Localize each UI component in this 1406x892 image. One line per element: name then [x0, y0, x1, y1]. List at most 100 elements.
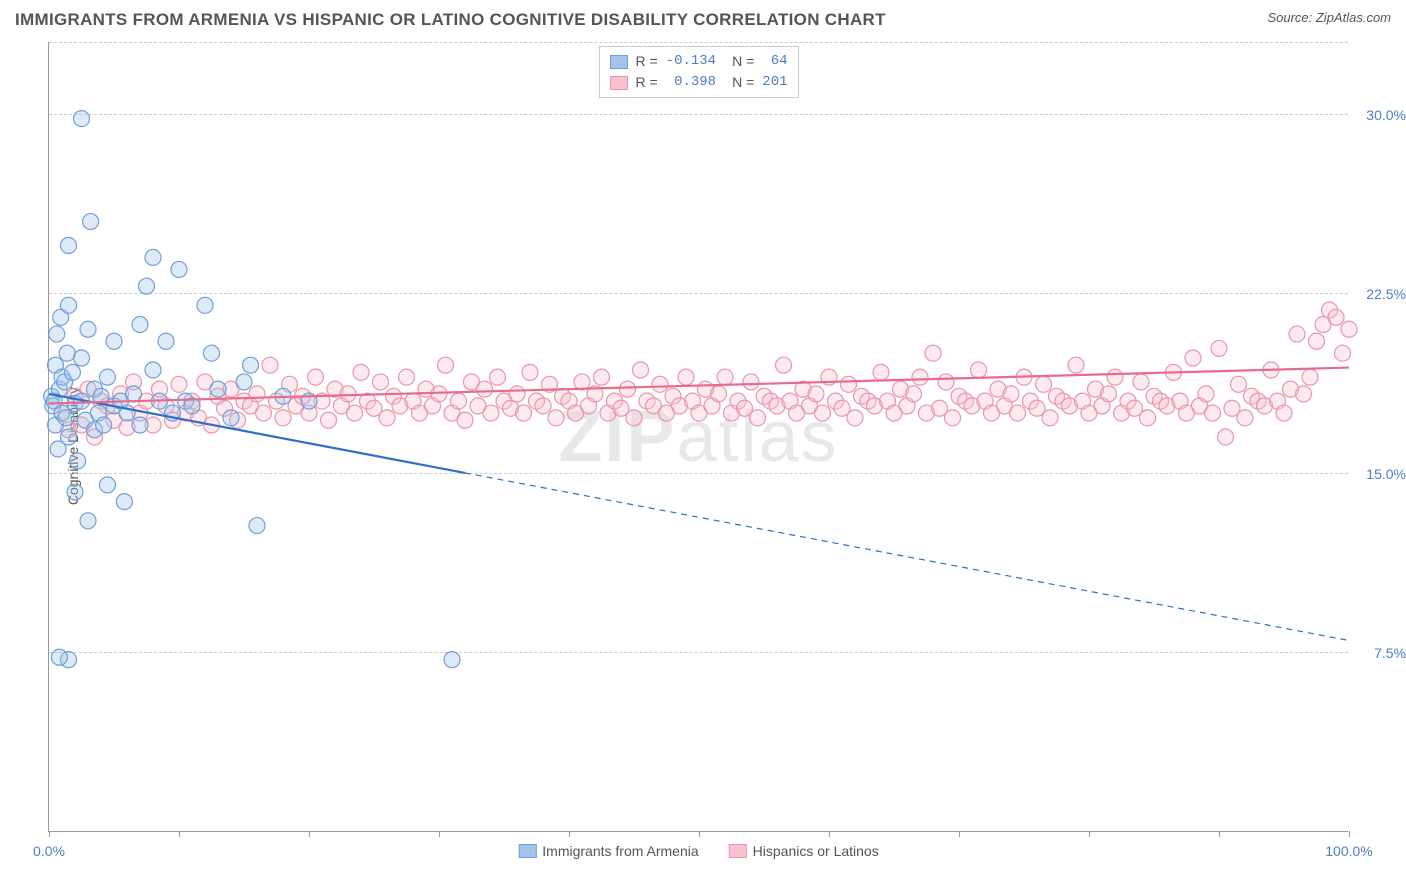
data-point: [841, 376, 857, 392]
data-point: [847, 410, 863, 426]
chart-header: IMMIGRANTS FROM ARMENIA VS HISPANIC OR L…: [0, 0, 1406, 38]
data-point: [379, 410, 395, 426]
data-point: [457, 412, 473, 428]
data-point: [132, 316, 148, 332]
legend-swatch-hispanic: [609, 76, 627, 90]
data-point: [1296, 386, 1312, 402]
x-tick-label: 0.0%: [33, 843, 65, 859]
data-point: [626, 410, 642, 426]
data-point: [80, 321, 96, 337]
data-point: [1289, 326, 1305, 342]
data-point: [1107, 369, 1123, 385]
data-point: [678, 369, 694, 385]
x-tick: [959, 831, 960, 837]
regression-line-extrapolated: [465, 473, 1349, 641]
data-point: [262, 357, 278, 373]
legend-row-armenia: R = -0.134 N = 64: [609, 51, 787, 72]
data-point: [1140, 410, 1156, 426]
data-point: [399, 369, 415, 385]
data-point: [126, 386, 142, 402]
data-point: [483, 405, 499, 421]
data-point: [945, 410, 961, 426]
data-point: [80, 513, 96, 529]
data-point: [347, 405, 363, 421]
data-point: [59, 345, 75, 361]
y-tick-label: 15.0%: [1366, 466, 1406, 482]
data-point: [1133, 374, 1149, 390]
data-point: [743, 374, 759, 390]
legend-r-label: R =: [635, 72, 657, 93]
data-point: [1003, 386, 1019, 402]
data-point: [308, 369, 324, 385]
y-tick-label: 7.5%: [1374, 645, 1406, 661]
x-tick-label: 100.0%: [1325, 843, 1372, 859]
legend-item-armenia: Immigrants from Armenia: [518, 843, 698, 859]
series-legend: Immigrants from Armenia Hispanics or Lat…: [518, 843, 878, 859]
legend-n-label: N =: [732, 72, 754, 93]
data-point: [145, 249, 161, 265]
data-point: [210, 381, 226, 397]
data-point: [776, 357, 792, 373]
data-point: [70, 453, 86, 469]
legend-swatch-armenia: [609, 55, 627, 69]
data-point: [1068, 357, 1084, 373]
data-point: [873, 364, 889, 380]
data-point: [535, 398, 551, 414]
data-point: [522, 364, 538, 380]
data-point: [1036, 376, 1052, 392]
data-point: [100, 369, 116, 385]
data-point: [808, 386, 824, 402]
data-point: [1302, 369, 1318, 385]
data-point: [594, 369, 610, 385]
data-point: [750, 410, 766, 426]
data-point: [51, 649, 67, 665]
data-point: [249, 518, 265, 534]
x-tick: [309, 831, 310, 837]
y-tick-label: 22.5%: [1366, 286, 1406, 302]
data-point: [451, 393, 467, 409]
data-point: [1341, 321, 1357, 337]
data-point: [171, 261, 187, 277]
data-point: [1328, 309, 1344, 325]
data-point: [1231, 376, 1247, 392]
legend-swatch-armenia-icon: [518, 844, 536, 858]
data-point: [49, 326, 65, 342]
data-point: [1185, 350, 1201, 366]
data-point: [340, 386, 356, 402]
legend-r-value-hispanic: 0.398: [666, 72, 716, 93]
data-point: [139, 278, 155, 294]
data-point: [100, 477, 116, 493]
legend-label-hispanic: Hispanics or Latinos: [753, 843, 879, 859]
data-point: [971, 362, 987, 378]
data-point: [158, 333, 174, 349]
data-point: [1042, 410, 1058, 426]
chart-title: IMMIGRANTS FROM ARMENIA VS HISPANIC OR L…: [15, 10, 886, 30]
x-tick: [1349, 831, 1350, 837]
data-point: [717, 369, 733, 385]
data-point: [1309, 333, 1325, 349]
legend-n-label: N =: [732, 51, 754, 72]
data-point: [204, 345, 220, 361]
data-point: [275, 410, 291, 426]
data-point: [444, 652, 460, 668]
chart-source: Source: ZipAtlas.com: [1267, 10, 1391, 25]
data-point: [236, 374, 252, 390]
data-point: [1211, 340, 1227, 356]
data-point: [925, 345, 941, 361]
data-point: [652, 376, 668, 392]
data-point: [106, 333, 122, 349]
correlation-legend: R = -0.134 N = 64 R = 0.398 N = 201: [598, 46, 798, 98]
data-point: [353, 364, 369, 380]
scatter-svg: [49, 42, 1348, 831]
data-point: [1237, 410, 1253, 426]
legend-label-armenia: Immigrants from Armenia: [542, 843, 698, 859]
data-point: [171, 376, 187, 392]
legend-n-value-armenia: 64: [762, 51, 787, 72]
data-point: [74, 111, 90, 127]
x-tick: [49, 831, 50, 837]
x-tick: [1089, 831, 1090, 837]
data-point: [61, 297, 77, 313]
legend-r-value-armenia: -0.134: [666, 51, 716, 72]
x-tick: [1219, 831, 1220, 837]
x-tick: [569, 831, 570, 837]
